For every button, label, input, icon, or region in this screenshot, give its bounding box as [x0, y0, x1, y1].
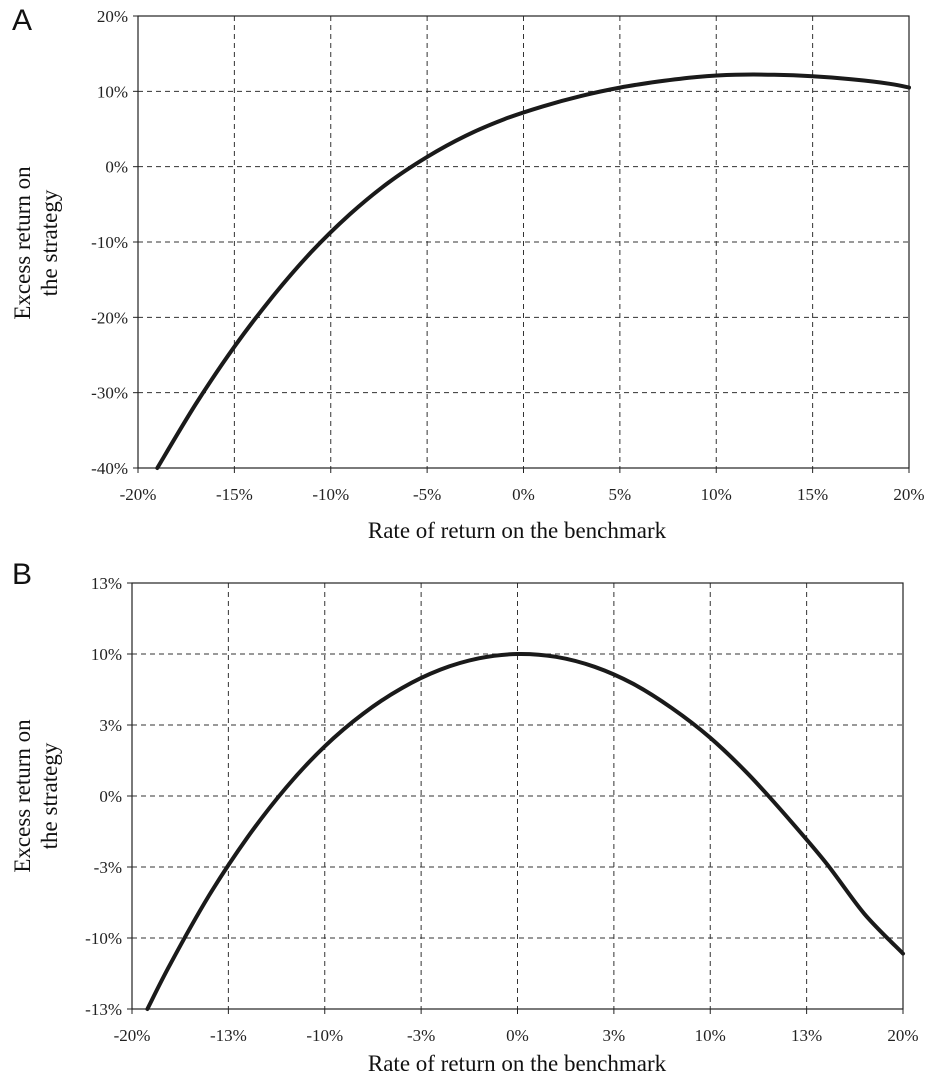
- chart-panel-a: A 20%10%0%-10%-20%-30%-40% -20% -15% -10% -…: [10, 4, 925, 543]
- x-ticks-a: -20% -15% -10% -5% 0% 5% 10% 15% 20%: [120, 468, 925, 504]
- y-axis-title-b-line1: Excess return on: [10, 719, 35, 873]
- x-tick-label: 13%: [791, 1026, 822, 1045]
- y-tick-label: -10%: [85, 929, 122, 948]
- y-tick-label: 0%: [99, 787, 122, 806]
- x-tick-label: -10%: [312, 485, 349, 504]
- y-tick-label: 3%: [99, 716, 122, 735]
- x-tick-label: 20%: [887, 1026, 918, 1045]
- y-tick-label: -40%: [91, 459, 128, 478]
- x-tick-label: -20%: [120, 485, 157, 504]
- x-tick-label: -13%: [210, 1026, 247, 1045]
- x-tick-label: -3%: [407, 1026, 435, 1045]
- gridlines-b: [132, 583, 903, 1009]
- chart-panel-b: B 13% 10% 3% 0% -3% -10% -13% -20% -13% -10% -3% 0…: [10, 558, 919, 1076]
- y-tick-label: 13%: [91, 574, 122, 593]
- y-tick-label: -30%: [91, 384, 128, 403]
- y-tick-label: 10%: [91, 645, 122, 664]
- x-tick-label: -20%: [114, 1026, 151, 1045]
- x-tick-label: -5%: [413, 485, 441, 504]
- x-ticks-b: -20% -13% -10% -3% 0% 3% 10% 13% 20%: [114, 1009, 919, 1045]
- x-tick-label: -10%: [306, 1026, 343, 1045]
- x-tick-label: 10%: [701, 485, 732, 504]
- y-ticks-b: 13% 10% 3% 0% -3% -10% -13%: [85, 574, 132, 1019]
- x-tick-label: 20%: [893, 485, 924, 504]
- x-tick-label: 0%: [506, 1026, 529, 1045]
- y-ticks-a: 20% 10% 0% -10% -20% -30% -40%: [91, 7, 138, 478]
- x-tick-label: 15%: [797, 485, 828, 504]
- series-line-a: [155, 72, 911, 470]
- y-tick-label: 20%: [97, 7, 128, 26]
- x-tick-label: -15%: [216, 485, 253, 504]
- x-tick-label: 5%: [609, 485, 632, 504]
- gridlines-a: [138, 16, 909, 468]
- y-axis-title-a-line2: the strategy: [37, 189, 62, 296]
- y-tick-label: -3%: [94, 858, 122, 877]
- y-tick-label: -20%: [91, 308, 128, 327]
- x-axis-title-a: Rate of return on the benchmark: [368, 518, 667, 543]
- y-tick-label: -13%: [85, 1000, 122, 1019]
- y-axis-title-b-line2: the strategy: [37, 742, 62, 849]
- x-tick-label: 3%: [603, 1026, 626, 1045]
- y-tick-label: 0%: [105, 158, 128, 177]
- panel-label-b: B: [12, 558, 32, 591]
- x-tick-label: 0%: [512, 485, 535, 504]
- panel-label-a: A: [12, 4, 32, 37]
- y-tick-label: -10%: [91, 233, 128, 252]
- x-tick-label: 10%: [695, 1026, 726, 1045]
- y-tick-label: 10%: [97, 82, 128, 101]
- y-axis-title-a-line1: Excess return on: [10, 166, 35, 320]
- series-line-b: [145, 651, 905, 1011]
- x-axis-title-b: Rate of return on the benchmark: [368, 1051, 667, 1076]
